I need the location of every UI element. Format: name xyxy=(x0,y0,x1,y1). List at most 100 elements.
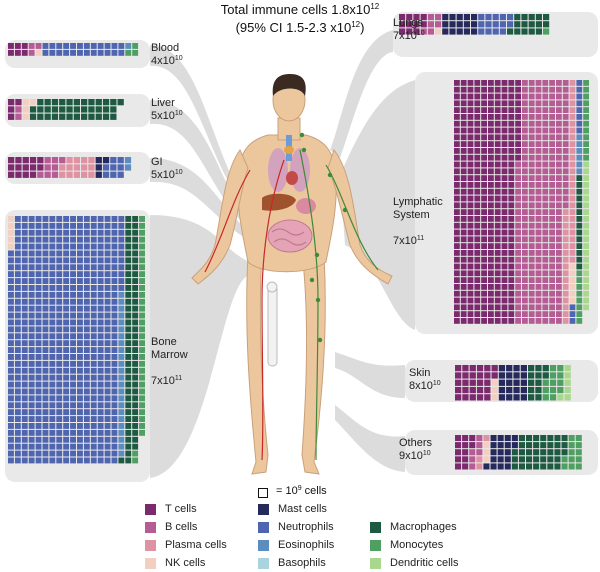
waffle-cell-bone-neut xyxy=(35,443,42,450)
waffle-cell-lymph-t xyxy=(467,229,474,236)
waffle-cell-liver-t xyxy=(8,99,15,106)
waffle-cell-lymph-b xyxy=(515,290,521,297)
waffle-cell-lymph-b xyxy=(549,318,555,324)
waffle-cell-bone-neut xyxy=(35,457,42,464)
legend-label-baso: Basophils xyxy=(278,557,326,569)
waffle-cell-bone-neut xyxy=(8,395,14,402)
waffle-cell-others-mono xyxy=(568,442,575,449)
waffle-cell-bone-neut xyxy=(28,457,35,464)
waffle-cell-lymph-b xyxy=(562,168,569,175)
waffle-cell-bone-neut xyxy=(42,312,49,319)
waffle-cell-skin-dc xyxy=(564,379,571,386)
waffle-cell-bone-neut xyxy=(97,402,104,409)
waffle-cell-bone-neut xyxy=(63,222,70,229)
waffle-cell-lymph-t xyxy=(467,175,474,181)
waffle-cell-bone-neut xyxy=(8,278,14,284)
waffle-cell-lymph-b xyxy=(556,141,562,147)
waffle-cell-liver-mac xyxy=(110,99,117,106)
waffle-cell-lymph-b xyxy=(542,202,549,209)
waffle-cell-bone-neut xyxy=(104,409,111,416)
waffle-cell-lymph-t xyxy=(454,161,460,168)
waffle-cell-blood-b xyxy=(28,49,35,56)
waffle-cell-lymph-t xyxy=(501,290,508,297)
waffle-cell-lymph-t xyxy=(494,168,501,175)
waffle-cell-bone-neut xyxy=(63,388,70,395)
waffle-cell-lymph-t xyxy=(474,243,481,249)
organ-label-gi: GI 5x1010 xyxy=(151,156,183,181)
waffle-cell-lymph-t xyxy=(501,154,508,161)
waffle-cell-lymph-b xyxy=(535,127,542,134)
waffle-cell-bone-neut xyxy=(77,326,83,333)
waffle-cell-lymph-b xyxy=(556,243,562,249)
waffle-cell-bone-neut xyxy=(28,278,35,284)
waffle-cell-lymph-neut xyxy=(576,114,583,120)
waffle-cell-bone-neut xyxy=(104,423,111,429)
waffle-cell-bone-neut xyxy=(56,285,63,291)
waffle-cell-liver-nk xyxy=(29,99,37,106)
waffle-cell-lymph-t xyxy=(460,114,467,120)
waffle-cell-bone-neut xyxy=(21,402,28,409)
waffle-cell-liver-mac xyxy=(110,106,117,113)
waffle-cell-bone-neut xyxy=(97,374,104,381)
waffle-cell-bone-neut xyxy=(97,271,104,278)
waffle-cell-liver-mac xyxy=(81,113,88,120)
waffle-cell-lymph-t xyxy=(501,216,508,222)
waffle-cell-bone-neut xyxy=(49,395,56,402)
waffle-cell-lymph-t xyxy=(508,236,515,243)
waffle-cell-bone-mono xyxy=(139,264,145,271)
waffle-cell-lymph-b xyxy=(562,195,569,202)
waffle-cell-gi-plasma xyxy=(81,157,88,164)
waffle-cell-bone-neut xyxy=(14,436,21,443)
waffle-cell-lymph-b xyxy=(562,154,569,161)
waffle-cell-lymph-t xyxy=(494,270,501,277)
waffle-cell-lymph-plasma xyxy=(569,229,576,236)
waffle-cell-lymph-b xyxy=(535,134,542,141)
waffle-cell-lymph-b xyxy=(515,222,521,229)
waffle-cell-bone-neut xyxy=(21,291,28,298)
waffle-cell-lymph-dc xyxy=(583,222,589,229)
waffle-cell-bone-neut xyxy=(70,285,76,291)
waffle-cell-others-mac xyxy=(561,435,568,442)
waffle-cell-bone-neut xyxy=(83,340,90,347)
waffle-cell-lymph-b xyxy=(549,100,555,107)
waffle-cell-bone-neut xyxy=(118,236,125,243)
waffle-cell-lymph-mac xyxy=(576,243,583,249)
waffle-cell-lymph-b xyxy=(528,188,535,195)
waffle-cell-bone-neut xyxy=(8,423,14,429)
waffle-cell-bone-neut xyxy=(21,436,28,443)
waffle-cell-bone-mac xyxy=(132,436,139,443)
waffle-cell-bone-neut xyxy=(70,326,76,333)
waffle-cell-bone-mac xyxy=(125,250,132,257)
waffle-cell-blood-neut xyxy=(111,49,118,56)
waffle-cell-bone-neut xyxy=(42,222,49,229)
waffle-cell-lymph-b xyxy=(556,182,562,188)
waffle-cell-bone-neut xyxy=(35,298,42,305)
waffle-cell-lymph-t xyxy=(488,243,494,249)
waffle-cell-lymph-eos xyxy=(576,148,583,154)
waffle-cell-others-mono xyxy=(575,456,582,463)
waffle-cell-liver-nk xyxy=(22,113,29,120)
waffle-cell-lymph-t xyxy=(494,304,501,311)
waffle-cell-bone-neut xyxy=(77,278,83,284)
waffle-cell-others-t xyxy=(455,463,462,470)
waffle-cell-lymph-t xyxy=(474,107,481,113)
waffle-cell-lymph-b xyxy=(535,263,542,270)
waffle-cell-lymph-plasma xyxy=(569,175,576,181)
waffle-cell-bone-neut xyxy=(77,291,83,298)
waffle-cell-bone-neut xyxy=(42,326,49,333)
waffle-cell-lymph-b xyxy=(562,127,569,134)
waffle-cell-bone-neut xyxy=(97,298,104,305)
waffle-cell-skin-t xyxy=(469,372,476,379)
waffle-cell-bone-neut xyxy=(28,436,35,443)
waffle-cell-bone-neut xyxy=(90,216,97,222)
waffle-cell-bone-neut xyxy=(21,229,28,236)
waffle-cell-bone-neut xyxy=(97,347,104,353)
waffle-cell-bone-neut xyxy=(77,271,83,278)
waffle-cell-lymph-t xyxy=(481,256,487,263)
waffle-cell-lymph-t xyxy=(474,93,481,100)
waffle-cell-lymph-t xyxy=(481,188,487,195)
waffle-cell-lymph-plasma xyxy=(562,243,569,249)
waffle-cell-bone-mono xyxy=(139,278,145,284)
waffle-cell-bone-neut xyxy=(14,367,21,374)
waffle-cell-lymph-b xyxy=(562,100,569,107)
